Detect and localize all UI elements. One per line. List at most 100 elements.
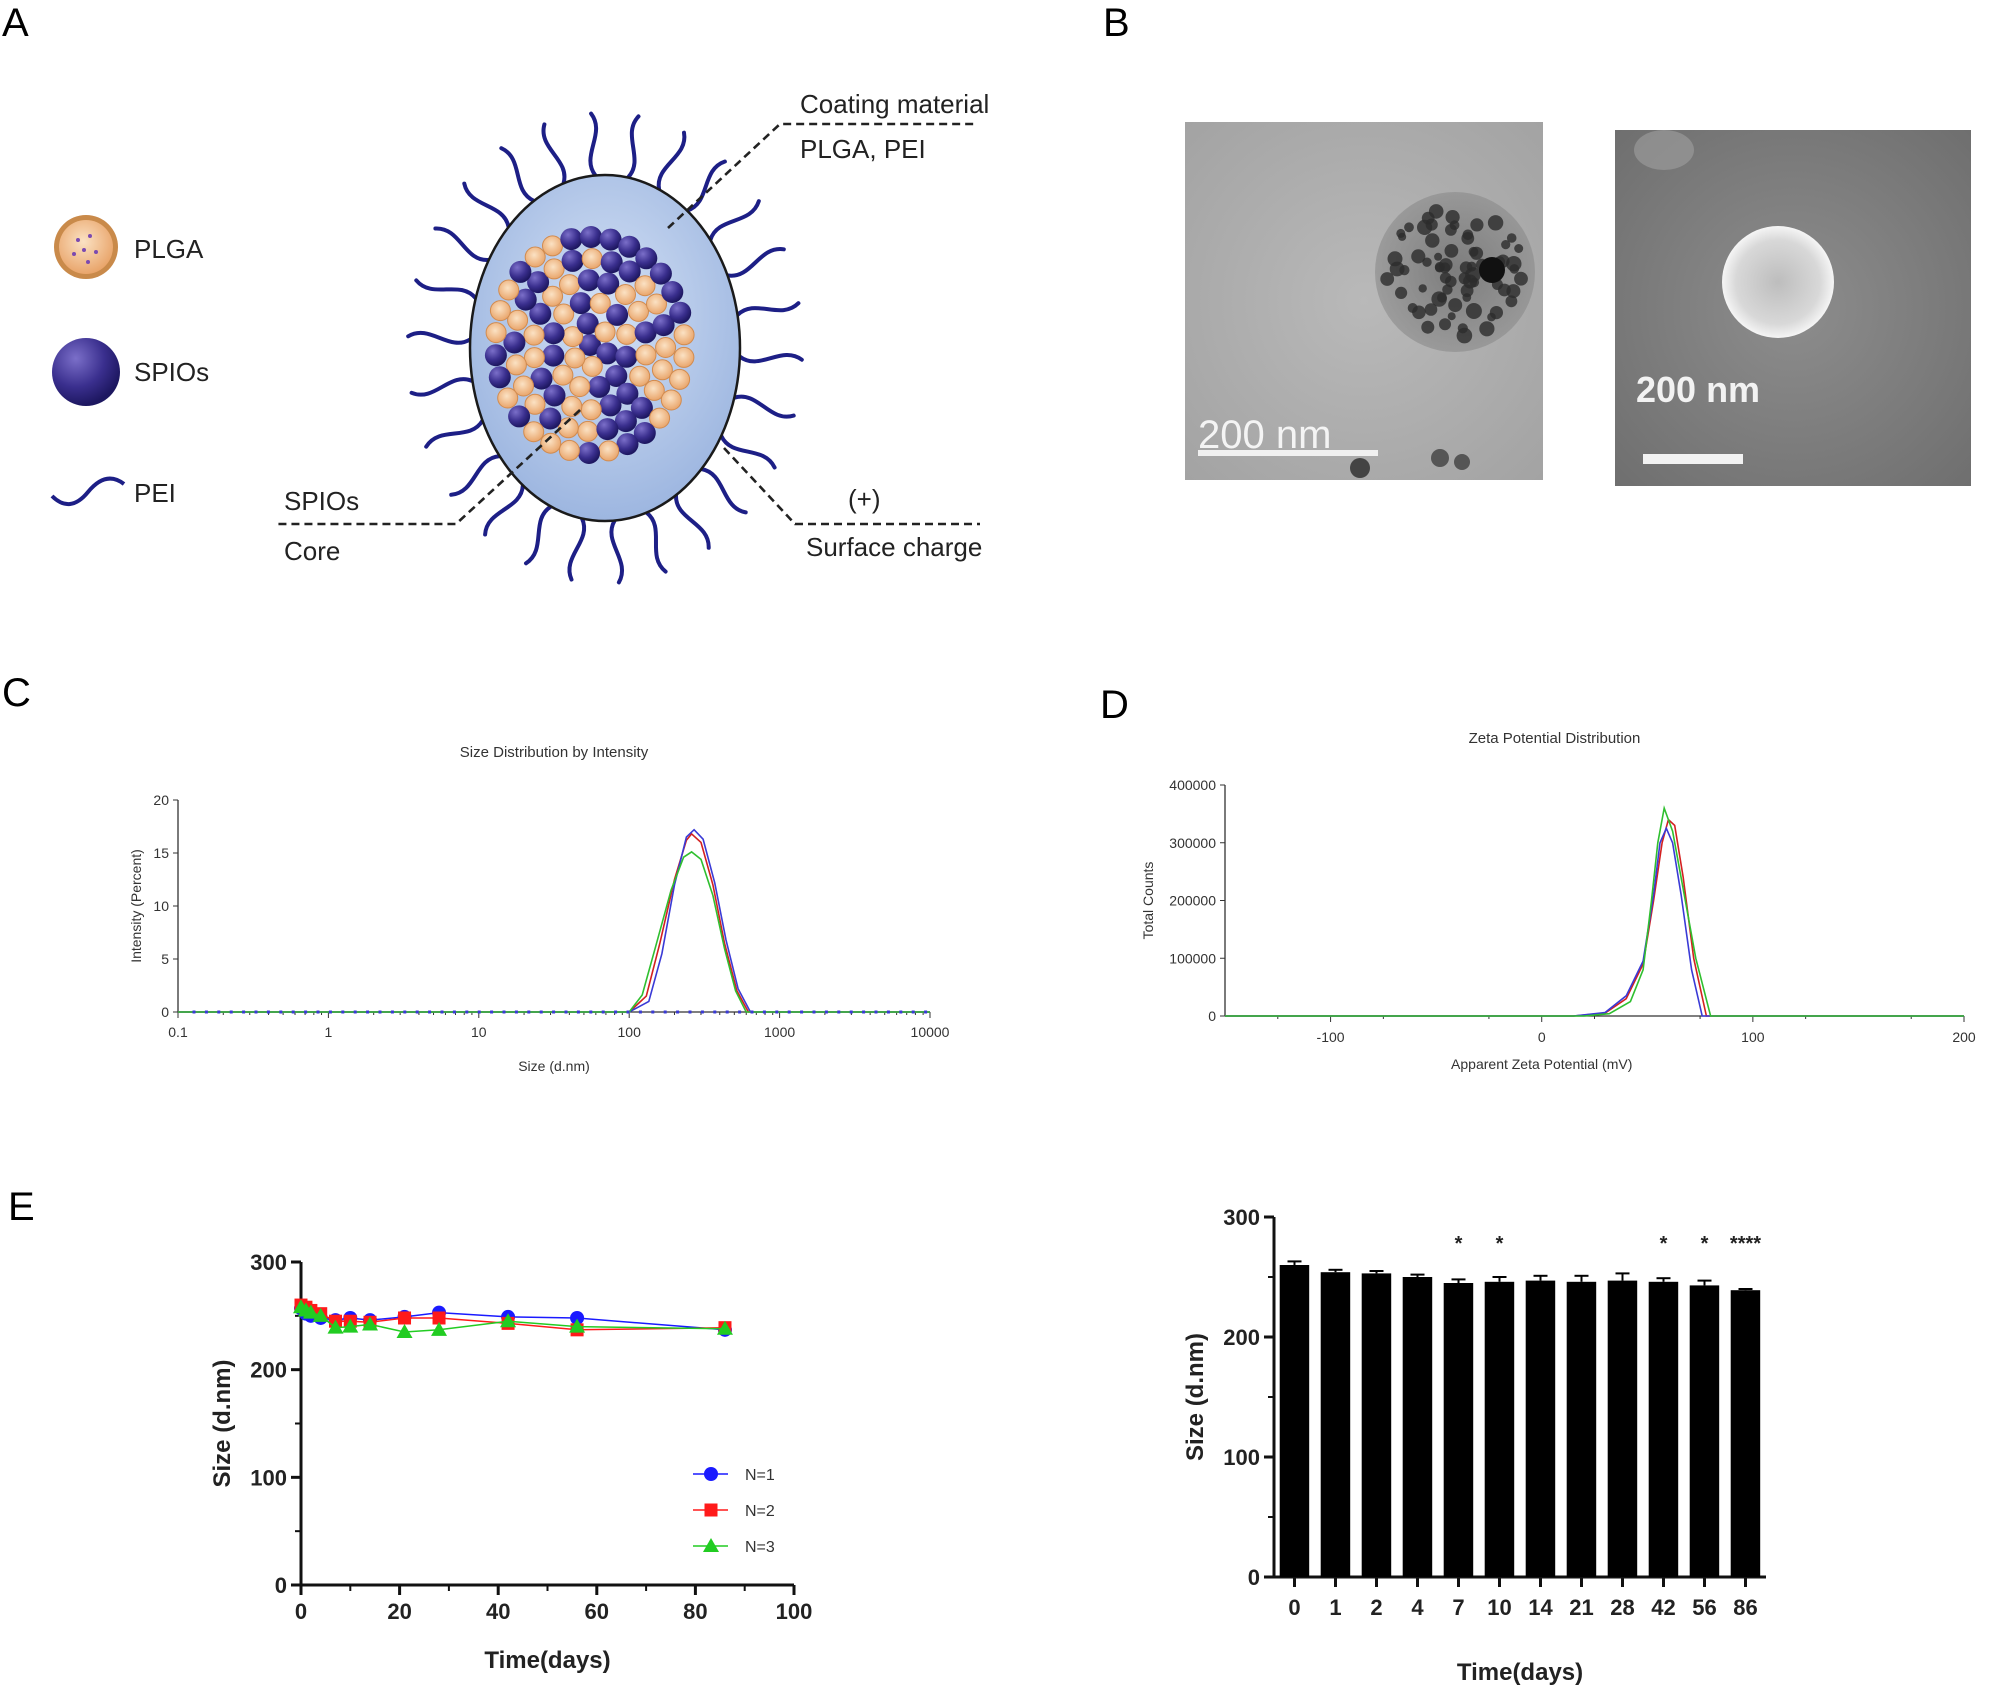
tem-nanoparticle: [1425, 233, 1440, 248]
tem-nanoparticle: [1439, 272, 1452, 284]
chart-title: Size Distribution by Intensity: [460, 744, 649, 761]
plga-particle: [513, 375, 534, 397]
plga-particle: [564, 347, 586, 369]
spio-particle: [542, 322, 565, 345]
x-tick-label: 1: [325, 1024, 333, 1040]
data-point: [911, 1010, 915, 1014]
pei-chain: [588, 111, 598, 178]
tem-nanoparticle: [1470, 218, 1484, 232]
pei-chain: [685, 159, 727, 213]
data-point: [552, 1010, 556, 1014]
bar: [1607, 1280, 1638, 1577]
series-line: [178, 850, 930, 1013]
data-point: [713, 1010, 717, 1014]
spio-particle: [509, 260, 532, 283]
x-tick-label: 0.1: [168, 1024, 188, 1040]
data-point: [398, 1311, 412, 1325]
plga-particle: [498, 279, 520, 301]
tem-nanoparticle: [1428, 204, 1444, 219]
data-point: [663, 1010, 667, 1014]
x-tick-label: 21: [1569, 1595, 1593, 1620]
spio-particle: [527, 271, 550, 294]
x-tick-label: 80: [683, 1599, 707, 1624]
data-point: [514, 1010, 518, 1014]
data-point: [428, 1010, 432, 1014]
panel-letter-b: B: [1103, 1, 1130, 45]
data-point: [192, 1010, 196, 1014]
data-point: [589, 1010, 593, 1014]
tem-nanoparticle: [1417, 219, 1433, 235]
x-tick-label: 2: [1370, 1595, 1382, 1620]
plga-particle: [649, 407, 671, 429]
chart-size-distribution: Size Distribution by Intensity 0 5 10 15 20 0.…: [128, 744, 950, 1074]
spio-particle: [661, 281, 684, 303]
spio-particle: [514, 288, 537, 311]
x-tick-label: 40: [486, 1599, 510, 1624]
y-tick-label: 0: [1248, 1565, 1260, 1590]
data-point: [626, 1010, 630, 1014]
tem-nanoparticle: [1434, 261, 1445, 272]
data-point: [824, 1010, 828, 1014]
tem-nanoparticle: [1445, 224, 1457, 236]
spio-particle: [630, 396, 653, 419]
data-point: [614, 1010, 618, 1014]
pei-chain: [732, 394, 796, 419]
pei-chains: [406, 111, 804, 585]
x-axis-label: Apparent Zeta Potential (mV): [1451, 1056, 1632, 1072]
tem-nanoparticle: [1422, 257, 1432, 267]
tem-nanoparticle: [1412, 305, 1426, 320]
spio-particle: [596, 418, 619, 441]
y-tick-label: 300: [1223, 1205, 1260, 1230]
spio-particle: [616, 433, 639, 456]
data-point: [502, 1010, 506, 1014]
y-tick-label: 200: [1223, 1325, 1260, 1350]
plga-particle: [660, 389, 682, 411]
data-point: [775, 1010, 779, 1014]
bar: [1402, 1277, 1433, 1577]
leader-lines: [274, 122, 980, 526]
data-point: [302, 1304, 319, 1319]
bar: [1361, 1273, 1392, 1577]
tem-nanoparticle: [1469, 246, 1484, 260]
plga-particle: [505, 354, 527, 376]
x-tick-label: 28: [1610, 1595, 1634, 1620]
plga-particle: [673, 346, 695, 368]
legend-marker: [703, 1538, 719, 1552]
data-point: [800, 1010, 804, 1014]
plga-particle: [628, 300, 649, 322]
spio-particle: [578, 442, 600, 464]
panel-letter-e: E: [8, 1185, 35, 1229]
x-tick-label: 1: [1329, 1595, 1341, 1620]
tem-nanoparticle: [1463, 274, 1478, 289]
core-label-line2: Core: [284, 536, 340, 566]
spio-particle: [577, 269, 600, 292]
series-line: [1225, 805, 1964, 1017]
x-tick-label: 56: [1692, 1595, 1716, 1620]
plga-particle: [558, 439, 580, 461]
x-tick-label: 1000: [764, 1024, 795, 1040]
tem-nanoparticle: [1421, 320, 1435, 334]
y-tick-label: 400000: [1169, 777, 1216, 793]
plga-particle: [655, 337, 677, 358]
charge-label-line1: (+): [848, 484, 881, 514]
data-point: [465, 1010, 469, 1014]
data-point: [570, 1310, 585, 1325]
spio-particle: [542, 344, 565, 367]
plga-particle: [523, 347, 545, 369]
tem-nanoparticle: [1465, 303, 1482, 319]
series-line: [1225, 826, 1964, 1017]
y-axis-label: Size (d.nm): [209, 1359, 236, 1487]
y-tick-label: 20: [153, 792, 169, 808]
data-point: [327, 1319, 344, 1334]
data-point: [353, 1010, 357, 1014]
chart-zeta-potential: Zeta Potential Distribution 0 100000 200000…: [1140, 730, 1976, 1072]
tem-nanoparticle: [1506, 233, 1517, 243]
tem-nanoparticle: [1479, 321, 1495, 337]
sem-particle: [1722, 226, 1834, 338]
x-tick-label: 10: [1487, 1595, 1511, 1620]
y-tick-label: 10: [153, 898, 169, 914]
data-point: [312, 1307, 329, 1322]
legend-spio-label: SPIOs: [134, 357, 209, 387]
series-line: [1225, 818, 1964, 1017]
plga-particle: [557, 417, 579, 439]
